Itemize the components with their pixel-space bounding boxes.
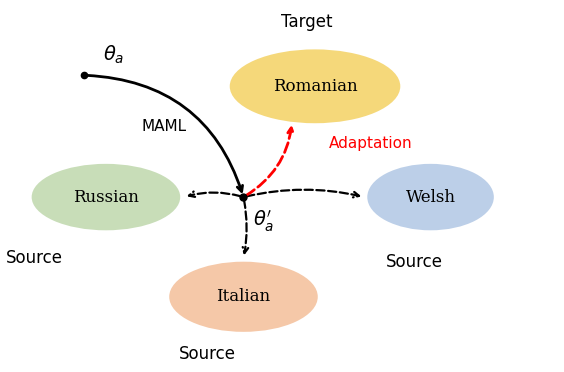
Ellipse shape [32,164,180,230]
Text: Source: Source [179,345,236,363]
Text: Italian: Italian [217,288,271,305]
Text: Adaptation: Adaptation [329,136,412,151]
Text: Welsh: Welsh [406,189,456,206]
Text: $\theta_a'$: $\theta_a'$ [253,208,275,234]
Text: Romanian: Romanian [273,78,358,95]
Ellipse shape [367,164,494,230]
Text: Source: Source [6,249,63,267]
Text: Target: Target [281,13,333,31]
Text: $\theta_a$: $\theta_a$ [103,44,125,66]
Ellipse shape [169,262,318,332]
Ellipse shape [230,49,400,123]
Text: Russian: Russian [73,189,139,206]
Text: Source: Source [386,253,443,271]
Text: MAML: MAML [141,119,186,134]
